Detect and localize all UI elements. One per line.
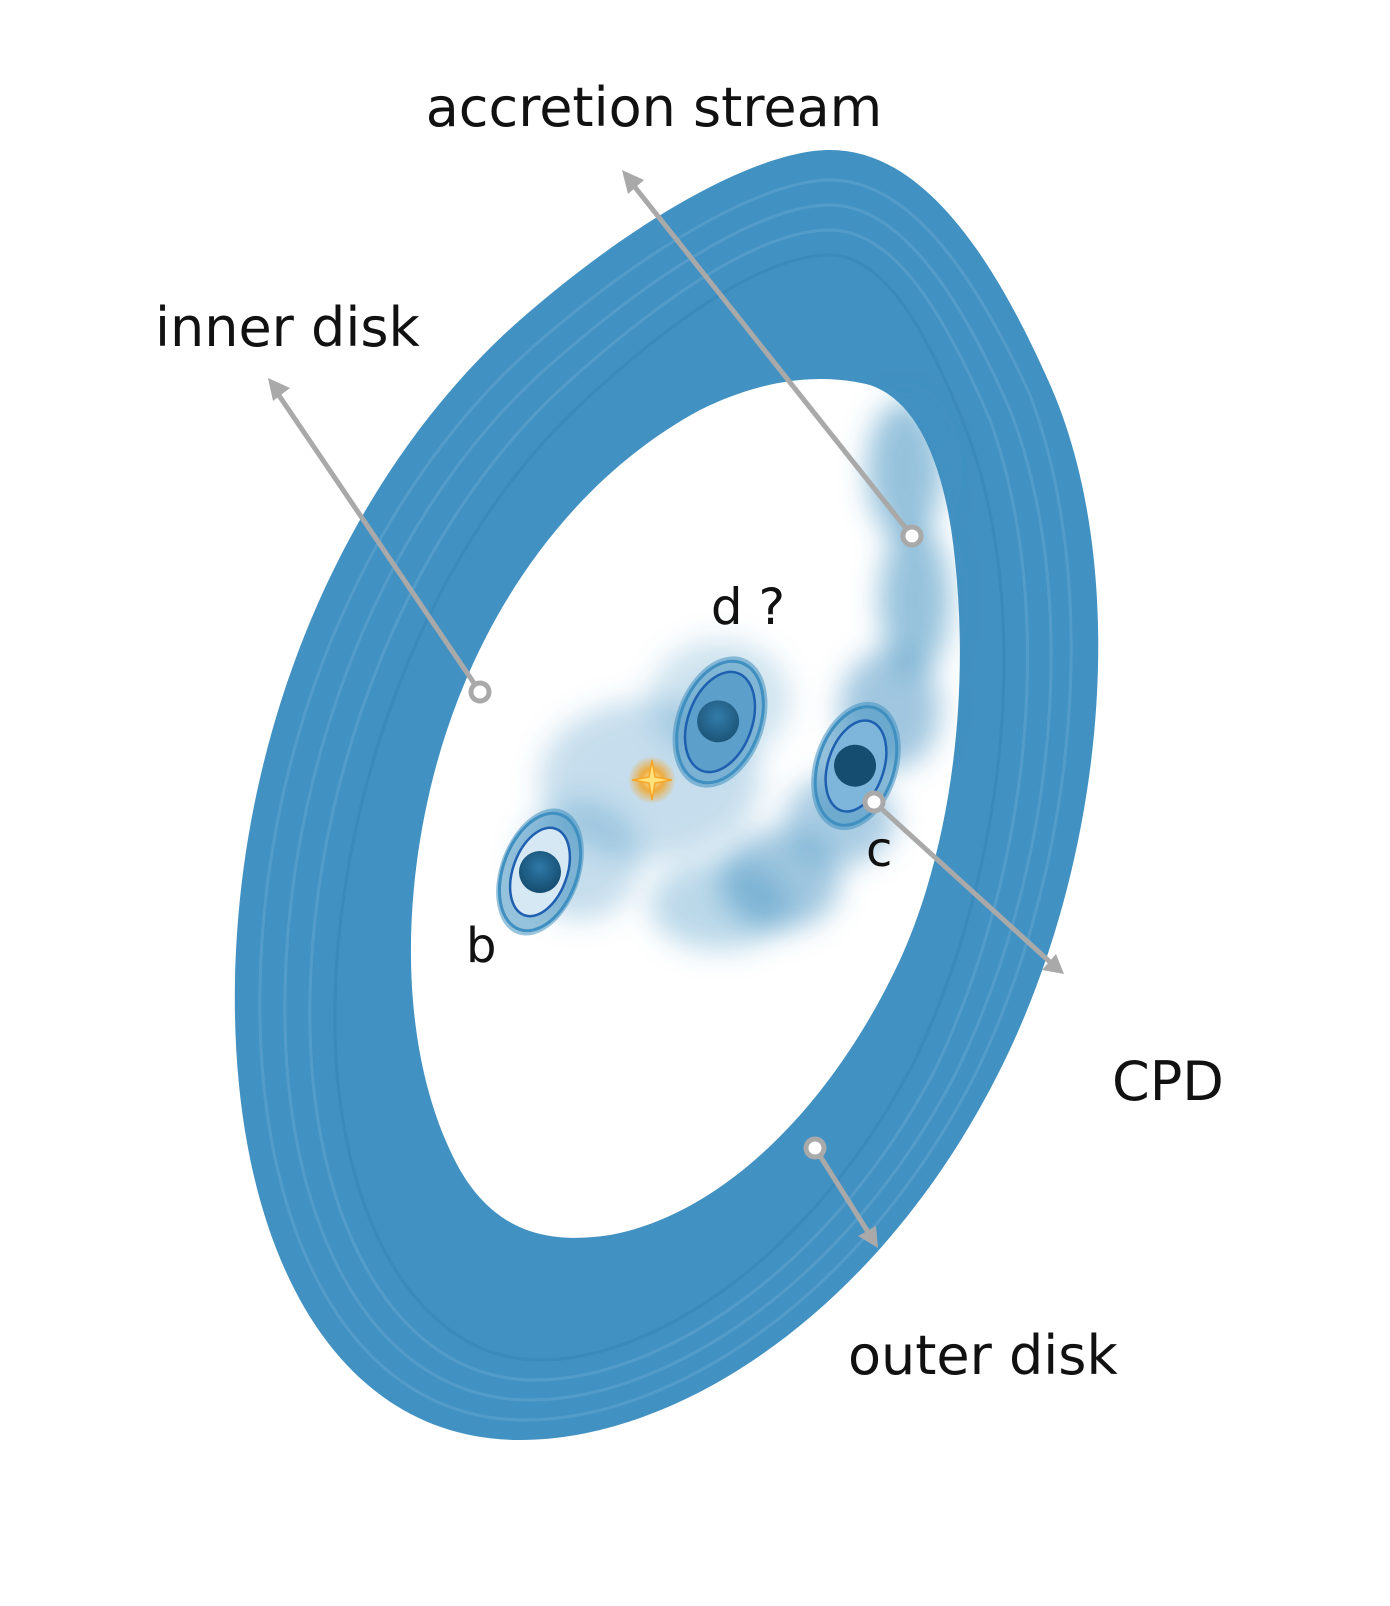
planet-b-cpd <box>496 808 584 936</box>
label-accretion-stream: accretion stream <box>426 76 883 139</box>
planet-d-cpd <box>672 656 768 788</box>
arrow-cpd <box>862 790 1064 974</box>
label-inner-disk: inner disk <box>155 296 420 359</box>
arrow-inner-disk <box>268 378 492 704</box>
label-planet-d: d ? <box>711 578 785 636</box>
label-cpd: CPD <box>1112 1050 1224 1113</box>
label-outer-disk: outer disk <box>848 1324 1118 1387</box>
outer-disk-ring <box>234 150 1099 1440</box>
central-star <box>628 756 676 804</box>
arrow-accretion-stream <box>622 170 924 548</box>
arrow-outer-disk <box>803 1136 878 1248</box>
label-planet-b: b <box>466 918 496 974</box>
label-planet-c: c <box>866 822 892 878</box>
